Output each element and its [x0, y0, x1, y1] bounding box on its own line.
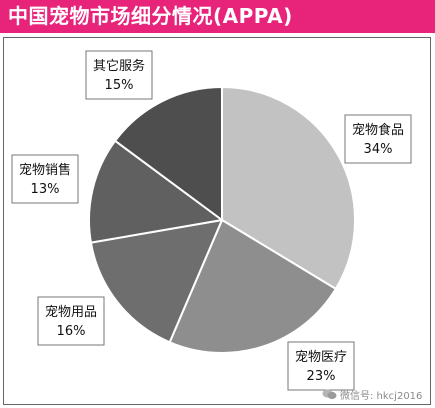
slice-category-label: 其它服务 — [93, 58, 145, 74]
label-box — [344, 114, 412, 164]
slice-category-label: 宠物医疗 — [295, 349, 347, 365]
title-bar: 中国宠物市场细分情况(APPA) — [0, 0, 435, 33]
pie-slice — [113, 85, 223, 222]
slice-value-label: 16% — [57, 324, 86, 339]
slice-category-label: 宠物用品 — [45, 304, 97, 320]
label-box — [287, 341, 355, 391]
label-box — [37, 296, 105, 346]
slice-label: 其它服务 15% — [85, 50, 153, 100]
pie-slice — [221, 85, 356, 291]
slice-value-label: 23% — [307, 369, 336, 384]
wechat-icon — [322, 389, 337, 400]
pie-slice — [88, 139, 225, 244]
label-box — [11, 154, 79, 204]
slice-category-label: 宠物食品 — [352, 122, 404, 138]
slice-value-label: 13% — [31, 182, 60, 197]
slice-label: 宠物销售 13% — [11, 154, 79, 204]
slice-value-label: 15% — [105, 78, 134, 93]
pie-slice — [168, 218, 338, 354]
chart-title: 中国宠物市场细分情况(APPA) — [8, 4, 293, 28]
slice-label: 宠物医疗 23% — [287, 341, 355, 391]
slice-category-label: 宠物销售 — [19, 162, 71, 178]
label-box — [85, 50, 153, 100]
slice-value-label: 34% — [364, 142, 393, 157]
watermark-text: 微信号: hkcj2016 — [340, 390, 423, 402]
slice-label: 宠物用品 16% — [37, 296, 105, 346]
watermark: 微信号: hkcj2016 — [322, 386, 422, 402]
pie-slice — [89, 218, 224, 344]
slice-label: 宠物食品 34% — [344, 114, 412, 164]
